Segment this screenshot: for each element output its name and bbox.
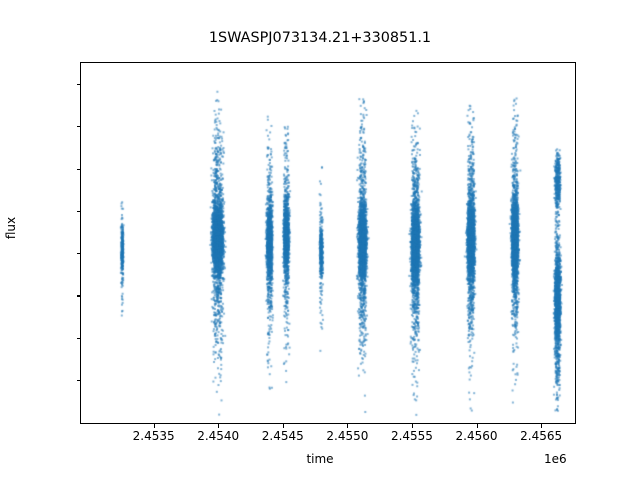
x-tick-label: 2.4540: [197, 429, 240, 443]
x-tick-mark: [347, 424, 349, 428]
x-axis-label: time: [306, 452, 334, 466]
x-tick-label: 2.4560: [455, 429, 498, 443]
x-tick-label: 2.4555: [390, 429, 433, 443]
x-tick-mark: [476, 424, 478, 428]
x-tick-mark: [541, 424, 543, 428]
plot-axes: [80, 62, 576, 424]
x-tick-label: 2.4535: [132, 429, 175, 443]
y-tick-mark: [76, 380, 80, 382]
x-tick-mark: [218, 424, 220, 428]
x-tick-label: 2.4550: [326, 429, 369, 443]
x-tick-label: 2.4545: [261, 429, 304, 443]
y-tick-mark: [76, 253, 80, 255]
x-tick-label: 2.4565: [520, 429, 563, 443]
y-axis-label: flux: [4, 216, 18, 240]
chart-title: 1SWASPJ073134.21+330851.1: [208, 30, 432, 46]
y-tick-mark: [76, 83, 80, 86]
x-axis-offset-text: 1e6: [544, 452, 567, 466]
y-tick-mark: [76, 168, 80, 170]
y-tick-mark: [76, 337, 80, 339]
scatter-points-layer: [81, 63, 575, 423]
x-tick-mark: [411, 424, 414, 428]
y-tick-mark: [76, 210, 80, 212]
x-tick-mark: [282, 424, 284, 428]
x-tick-mark: [153, 424, 155, 428]
y-tick-mark: [76, 295, 80, 297]
y-tick-mark: [76, 126, 80, 128]
